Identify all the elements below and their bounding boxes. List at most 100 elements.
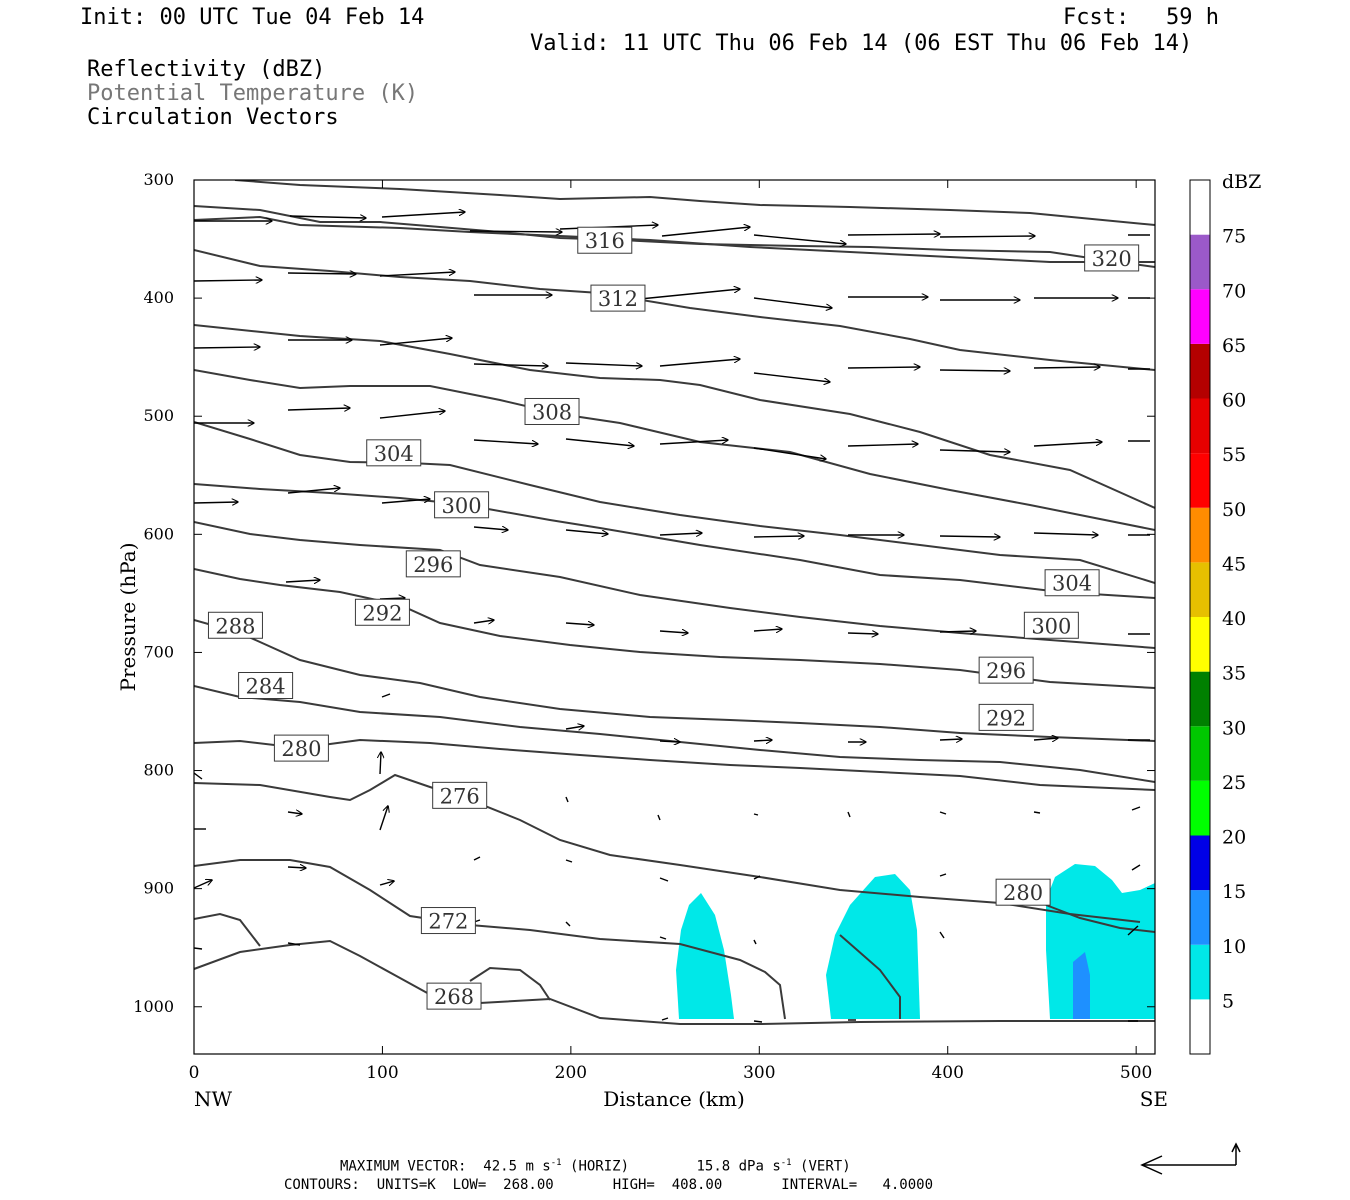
x-end-label-nw: NW xyxy=(194,1087,233,1111)
colorbar-segment xyxy=(1190,180,1210,235)
contour-label: 288 xyxy=(207,611,263,639)
colorbar-level-label: 20 xyxy=(1222,827,1246,849)
colorbar-level-label: 45 xyxy=(1222,553,1246,575)
svg-text:268: 268 xyxy=(434,985,474,1009)
svg-text:320: 320 xyxy=(1092,247,1132,271)
x-tick-label: 300 xyxy=(743,1063,775,1083)
colorbar-segment xyxy=(1190,562,1210,617)
contour-label: 276 xyxy=(432,781,488,809)
colorbar-segment xyxy=(1190,999,1210,1054)
y-tick-label: 1000 xyxy=(133,997,174,1016)
contour-label: 304 xyxy=(366,439,422,467)
forecast-hour: 59 h xyxy=(1166,5,1219,30)
small-vectors xyxy=(194,234,1150,1023)
maximum-vector-line: MAXIMUM VECTOR: 42.5 m s-1 (HORIZ) 15.8 … xyxy=(340,1158,851,1175)
colorbar-segment xyxy=(1190,890,1210,945)
x-tick-label: 200 xyxy=(555,1063,587,1083)
colorbar-segment xyxy=(1190,780,1210,836)
svg-text:296: 296 xyxy=(413,553,453,577)
y-axis-title: Pressure (hPa) xyxy=(116,543,140,692)
field-reflectivity: Reflectivity (dBZ) xyxy=(87,57,326,82)
svg-text:300: 300 xyxy=(442,494,482,518)
svg-text:284: 284 xyxy=(246,675,286,699)
colorbar-level-label: 65 xyxy=(1222,335,1246,357)
colorbar-level-label: 15 xyxy=(1222,881,1246,903)
contour-label: 268 xyxy=(426,982,482,1010)
svg-text:300: 300 xyxy=(1031,614,1071,638)
colorbar-level-label: 35 xyxy=(1222,663,1246,685)
colorbar-level-label: 40 xyxy=(1222,608,1246,630)
svg-text:316: 316 xyxy=(585,229,625,253)
svg-text:312: 312 xyxy=(598,287,638,311)
y-tick-label: 700 xyxy=(143,642,174,661)
contour-label: 316 xyxy=(577,226,633,254)
svg-text:280: 280 xyxy=(1003,881,1043,905)
contour-label: 308 xyxy=(524,397,580,425)
colorbar-unit: dBZ xyxy=(1222,171,1261,193)
colorbar-segment xyxy=(1190,289,1210,344)
contour-label: 300 xyxy=(1023,611,1079,639)
contour-label: 280 xyxy=(995,878,1051,906)
x-end-label-se: SE xyxy=(1140,1087,1168,1111)
colorbar-level-label: 5 xyxy=(1222,990,1234,1012)
colorbar-segment xyxy=(1190,398,1210,454)
valid-time: Valid: 11 UTC Thu 06 Feb 14 (06 EST Thu … xyxy=(530,31,1193,56)
colorbar-level-label: 50 xyxy=(1222,499,1246,521)
reflectivity-cell xyxy=(1046,864,1155,1019)
svg-text:276: 276 xyxy=(440,784,480,808)
contour-label: 284 xyxy=(238,672,294,700)
contour-label: 320 xyxy=(1084,244,1140,272)
reference-vector-icon xyxy=(1140,1142,1241,1175)
y-tick-label: 400 xyxy=(143,288,174,307)
svg-text:292: 292 xyxy=(986,706,1026,730)
svg-text:272: 272 xyxy=(428,910,468,934)
y-tick-label: 800 xyxy=(143,761,174,780)
init-time: Init: 00 UTC Tue 04 Feb 14 xyxy=(80,5,425,30)
field-potential-temperature: Potential Temperature (K) xyxy=(87,81,419,106)
contours-info: CONTOURS: UNITS=K LOW= 268.00 HIGH= 408.… xyxy=(284,1177,934,1193)
colorbar-level-label: 70 xyxy=(1222,280,1246,302)
colorbar-segment xyxy=(1190,835,1210,891)
y-tick-label: 300 xyxy=(143,170,174,189)
contour-label: 296 xyxy=(405,550,461,578)
colorbar-level-label: 25 xyxy=(1222,772,1246,794)
x-tick-label: 100 xyxy=(366,1063,398,1083)
x-axis-title: Distance (km) xyxy=(603,1087,745,1111)
colorbar-segment xyxy=(1190,234,1210,290)
contour-label: 312 xyxy=(590,284,646,312)
svg-text:304: 304 xyxy=(374,442,414,466)
contour-label: 304 xyxy=(1044,569,1100,597)
colorbar-segment xyxy=(1190,726,1210,781)
contour-label: 300 xyxy=(434,491,490,519)
colorbar-level-label: 30 xyxy=(1222,717,1246,739)
colorbar-segment xyxy=(1190,343,1210,399)
svg-text:280: 280 xyxy=(281,737,321,761)
svg-text:304: 304 xyxy=(1052,572,1092,596)
x-tick-label: 0 xyxy=(189,1063,200,1083)
plot-frame xyxy=(193,179,1156,1055)
reflectivity-cell-10dbz xyxy=(1073,952,1090,1019)
contour-label: 280 xyxy=(273,734,329,762)
y-tick-label: 500 xyxy=(143,406,174,425)
svg-text:288: 288 xyxy=(215,614,255,638)
colorbar-level-label: 75 xyxy=(1222,226,1246,248)
contour-label: 272 xyxy=(420,907,476,935)
colorbar-segment xyxy=(1190,617,1210,672)
colorbar-level-label: 60 xyxy=(1222,390,1246,412)
colorbar-segment xyxy=(1190,507,1210,563)
circulation-vectors xyxy=(194,212,1118,889)
colorbar-segment xyxy=(1190,944,1210,1000)
y-tick-label: 600 xyxy=(143,524,174,543)
contour-label: 292 xyxy=(978,703,1034,731)
reflectivity-cell xyxy=(826,874,920,1019)
y-tick-label: 900 xyxy=(143,879,174,898)
colorbar-segment xyxy=(1190,453,1210,508)
contour-label: 296 xyxy=(978,656,1034,684)
colorbar-segment xyxy=(1190,671,1210,727)
x-tick-label: 500 xyxy=(1120,1063,1152,1083)
colorbar-level-label: 10 xyxy=(1222,936,1246,958)
forecast-label: Fcst: xyxy=(1063,5,1130,30)
reflectivity-cell xyxy=(676,893,734,1019)
x-tick-label: 400 xyxy=(931,1063,963,1083)
